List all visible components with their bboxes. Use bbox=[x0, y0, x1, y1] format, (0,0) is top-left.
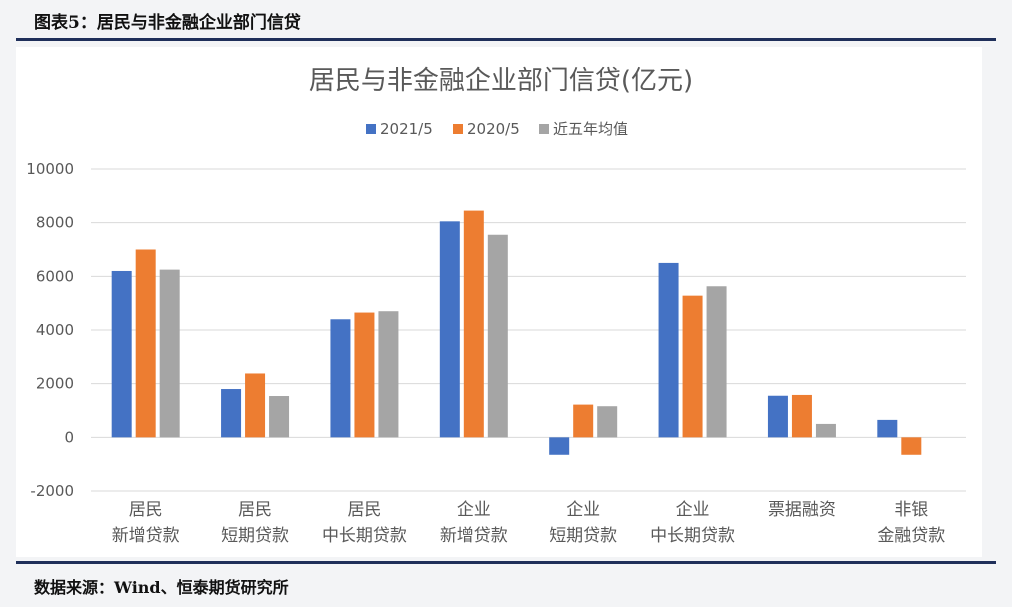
y-tick-label: 6000 bbox=[36, 267, 74, 285]
bar bbox=[221, 389, 242, 438]
bar bbox=[549, 437, 570, 455]
bar bbox=[877, 419, 898, 438]
bar bbox=[463, 210, 484, 438]
x-category-label: 金融贷款 bbox=[877, 526, 945, 546]
x-category-label: 中长期贷款 bbox=[650, 526, 735, 546]
bar bbox=[573, 404, 594, 438]
bar bbox=[269, 396, 290, 438]
bar bbox=[354, 312, 375, 438]
bar bbox=[330, 319, 351, 438]
legend-label: 近五年均值 bbox=[553, 120, 628, 138]
x-category-label: 新增贷款 bbox=[112, 526, 180, 546]
x-category-label: 企业 bbox=[676, 500, 710, 520]
bar bbox=[767, 395, 788, 438]
y-tick-label: 0 bbox=[64, 428, 74, 446]
bar bbox=[658, 262, 679, 438]
chart-gridlines bbox=[91, 168, 966, 492]
x-category-label: 中长期贷款 bbox=[322, 526, 407, 546]
x-category-label: 企业 bbox=[566, 500, 600, 520]
bar bbox=[901, 437, 922, 455]
chart-bars bbox=[111, 210, 922, 455]
header-rule bbox=[16, 38, 996, 41]
bar bbox=[791, 394, 812, 438]
chart-legend: 2021/5 2020/5 近五年均值 bbox=[366, 120, 628, 138]
legend-swatch bbox=[366, 124, 376, 134]
legend-swatch bbox=[453, 124, 463, 134]
legend-label: 2020/5 bbox=[467, 120, 520, 138]
bar bbox=[245, 373, 266, 438]
y-tick-label: 8000 bbox=[36, 214, 74, 232]
bar bbox=[135, 249, 156, 438]
y-tick-label: 4000 bbox=[36, 321, 74, 339]
source-note: 数据来源：Wind、恒泰期货研究所 bbox=[34, 578, 289, 597]
bar bbox=[159, 269, 180, 438]
y-tick-label: 2000 bbox=[36, 375, 74, 393]
bar bbox=[111, 270, 132, 438]
bar bbox=[815, 423, 836, 438]
bar bbox=[682, 295, 703, 438]
bar bbox=[706, 286, 727, 438]
x-category-label: 居民 bbox=[238, 500, 272, 520]
bar bbox=[439, 221, 460, 438]
x-category-label: 短期贷款 bbox=[549, 526, 617, 546]
legend-label: 2021/5 bbox=[380, 120, 433, 138]
x-category-label: 非银 bbox=[894, 500, 928, 520]
x-category-label: 短期贷款 bbox=[221, 526, 289, 546]
footer-rule bbox=[16, 561, 996, 564]
x-category-label: 新增贷款 bbox=[440, 526, 508, 546]
bar bbox=[597, 406, 618, 438]
x-category-label: 居民 bbox=[347, 500, 381, 520]
chart-title: 居民与非金融企业部门信贷(亿元) bbox=[309, 66, 693, 96]
figure-caption: 图表5：居民与非金融企业部门信贷 bbox=[34, 13, 301, 33]
y-tick-label: -2000 bbox=[30, 482, 74, 500]
bar bbox=[378, 311, 399, 438]
x-category-label: 票据融资 bbox=[768, 500, 836, 520]
legend-swatch bbox=[539, 124, 549, 134]
chart-panel: 居民与非金融企业部门信贷(亿元) 2021/5 2020/5 近五年均值 -2000… bbox=[16, 47, 982, 557]
y-axis-tick-labels: -2000 0 2000 4000 6000 8000 10000 bbox=[26, 160, 74, 500]
bar bbox=[487, 234, 508, 438]
y-tick-label: 10000 bbox=[26, 160, 74, 178]
x-category-label: 企业 bbox=[457, 500, 491, 520]
x-category-label: 居民 bbox=[129, 500, 163, 520]
bar-chart: 居民与非金融企业部门信贷(亿元) 2021/5 2020/5 近五年均值 -2000… bbox=[26, 66, 966, 546]
